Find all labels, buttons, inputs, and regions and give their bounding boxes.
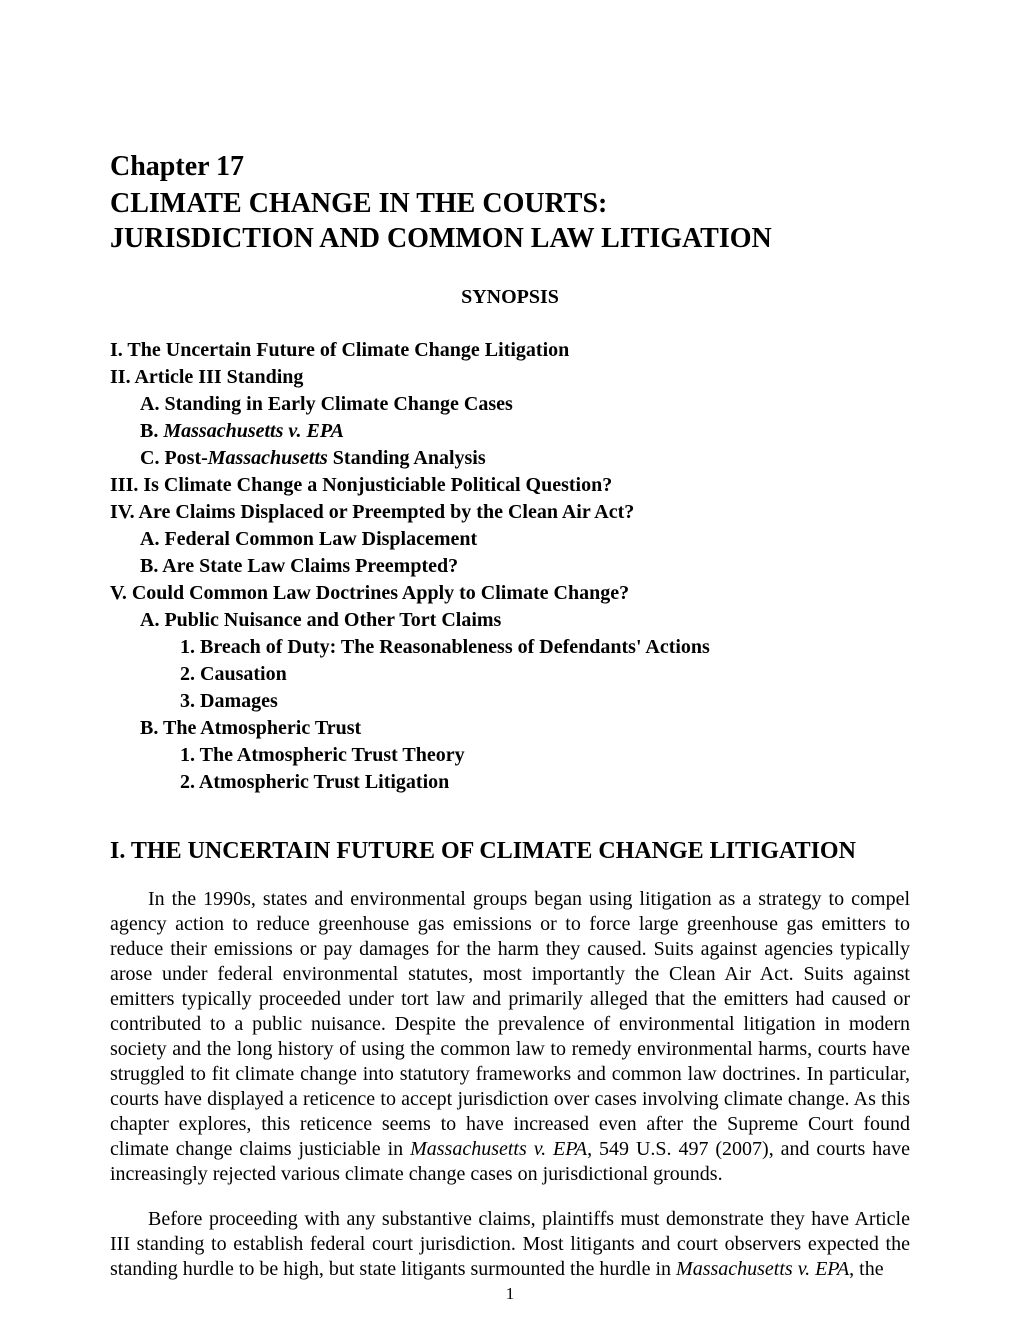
toc-item: 1. Breach of Duty: The Reasonableness of… [180, 634, 910, 661]
chapter-title-line1: CLIMATE CHANGE IN THE COURTS: [110, 186, 910, 221]
chapter-title-line2: JURISDICTION AND COMMON LAW LITIGATION [110, 221, 910, 256]
toc-item: A. Public Nuisance and Other Tort Claims [140, 607, 910, 634]
toc-prefix: B. [140, 420, 163, 442]
page: Chapter 17 CLIMATE CHANGE IN THE COURTS:… [0, 0, 1020, 1344]
chapter-number: Chapter 17 [110, 150, 910, 184]
body-paragraph: In the 1990s, states and environmental g… [110, 887, 910, 1187]
para-text: In the 1990s, states and environmental g… [110, 888, 910, 1160]
toc-item: A. Federal Common Law Displacement [140, 526, 910, 553]
toc-item: B. Massachusetts v. EPA [140, 418, 910, 445]
toc-item: B. The Atmospheric Trust [140, 715, 910, 742]
toc-item: 2. Causation [180, 661, 910, 688]
toc-item: I. The Uncertain Future of Climate Chang… [110, 337, 910, 364]
toc-item: III. Is Climate Change a Nonjusticiable … [110, 472, 910, 499]
section-heading: I. THE UNCERTAIN FUTURE OF CLIMATE CHANG… [110, 838, 910, 865]
toc-prefix: C. Post- [140, 447, 208, 469]
toc-suffix: Standing Analysis [328, 447, 486, 469]
toc-case-name: Massachusetts v. EPA [163, 420, 344, 442]
table-of-contents: I. The Uncertain Future of Climate Chang… [110, 337, 910, 796]
page-number: 1 [110, 1284, 910, 1304]
toc-item: V. Could Common Law Doctrines Apply to C… [110, 580, 910, 607]
body-paragraph: Before proceeding with any substantive c… [110, 1207, 910, 1282]
case-citation: Massachusetts v. EPA [676, 1258, 849, 1280]
toc-item: B. Are State Law Claims Preempted? [140, 553, 910, 580]
toc-item: II. Article III Standing [110, 364, 910, 391]
toc-item: 1. The Atmospheric Trust Theory [180, 742, 910, 769]
synopsis-label: SYNOPSIS [110, 286, 910, 309]
toc-item: C. Post-Massachusetts Standing Analysis [140, 445, 910, 472]
toc-case-name: Massachusetts [208, 447, 328, 469]
toc-item: 3. Damages [180, 688, 910, 715]
toc-item: A. Standing in Early Climate Change Case… [140, 391, 910, 418]
case-citation: Massachusetts v. EPA [410, 1138, 587, 1160]
toc-item: 2. Atmospheric Trust Litigation [180, 769, 910, 796]
toc-item: IV. Are Claims Displaced or Preempted by… [110, 499, 910, 526]
para-text: , the [849, 1258, 883, 1280]
